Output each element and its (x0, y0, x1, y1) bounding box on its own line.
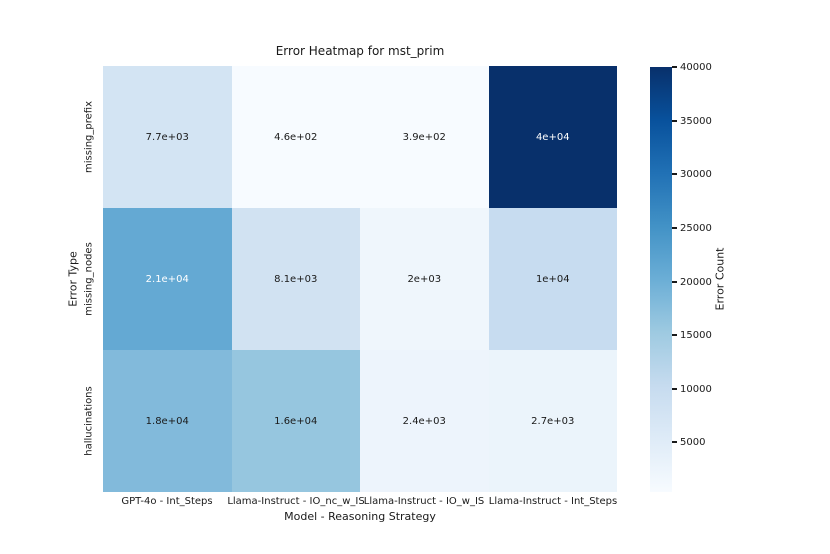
tick-mark (672, 441, 677, 443)
colorbar-tick-label: 5000 (680, 436, 706, 448)
heatmap-cell: 4.6e+02 (231, 66, 360, 208)
tick-mark (672, 281, 677, 283)
x-tick-label: GPT-4o - Int_Steps (121, 496, 213, 507)
x-tick-label: Llama-Instruct - IO_w_IS (363, 496, 485, 507)
x-tick-label: Llama-Instruct - IO_nc_w_IS (227, 496, 365, 507)
chart-title: Error Heatmap for mst_prim (275, 44, 445, 58)
heatmap-cell: 7.7e+03 (103, 66, 232, 208)
tick-mark (672, 334, 677, 336)
tick-mark (672, 388, 677, 390)
tick-mark (672, 173, 677, 175)
heatmap-cell: 1e+04 (488, 208, 617, 350)
y-tick-label: missing_nodes (83, 242, 95, 316)
y-tick-label: hallucinations (83, 386, 95, 456)
x-axis-label: Model - Reasoning Strategy (284, 510, 436, 523)
colorbar-tick-label: 10000 (680, 383, 712, 395)
heatmap-cell: 2.7e+03 (488, 350, 617, 492)
colorbar-tick-label: 35000 (680, 115, 712, 127)
colorbar-tick-label: 15000 (680, 329, 712, 341)
heatmap-cell: 2.1e+04 (103, 208, 232, 350)
colorbar-axis-label: Error Count (713, 247, 727, 311)
colorbar-gradient (650, 67, 672, 492)
heatmap-cell: 8.1e+03 (231, 208, 360, 350)
heatmap-cell: 1.6e+04 (231, 350, 360, 492)
colorbar-tick-label: 20000 (680, 276, 712, 288)
heatmap-cell: 1.8e+04 (103, 350, 232, 492)
heatmap-cell: 4e+04 (488, 66, 617, 208)
tick-mark (672, 120, 677, 122)
heatmap-cell: 3.9e+02 (360, 66, 489, 208)
tick-mark (672, 227, 677, 229)
heatmap-cell: 2e+03 (360, 208, 489, 350)
colorbar-tick-label: 30000 (680, 168, 712, 180)
heatmap-grid: 7.7e+03 4.6e+02 3.9e+02 4e+04 2.1e+04 8.… (103, 66, 617, 492)
heatmap-cell: 2.4e+03 (360, 350, 489, 492)
tick-mark (672, 66, 677, 68)
colorbar-tick-label: 25000 (680, 222, 712, 234)
colorbar: 40000 35000 30000 25000 20000 15000 1000… (650, 62, 712, 492)
x-tick-label: Llama-Instruct - Int_Steps (488, 496, 618, 507)
y-axis-label: Error Type (66, 251, 80, 307)
y-tick-label: missing_prefix (83, 100, 95, 174)
colorbar-tick-label: 40000 (680, 61, 712, 73)
